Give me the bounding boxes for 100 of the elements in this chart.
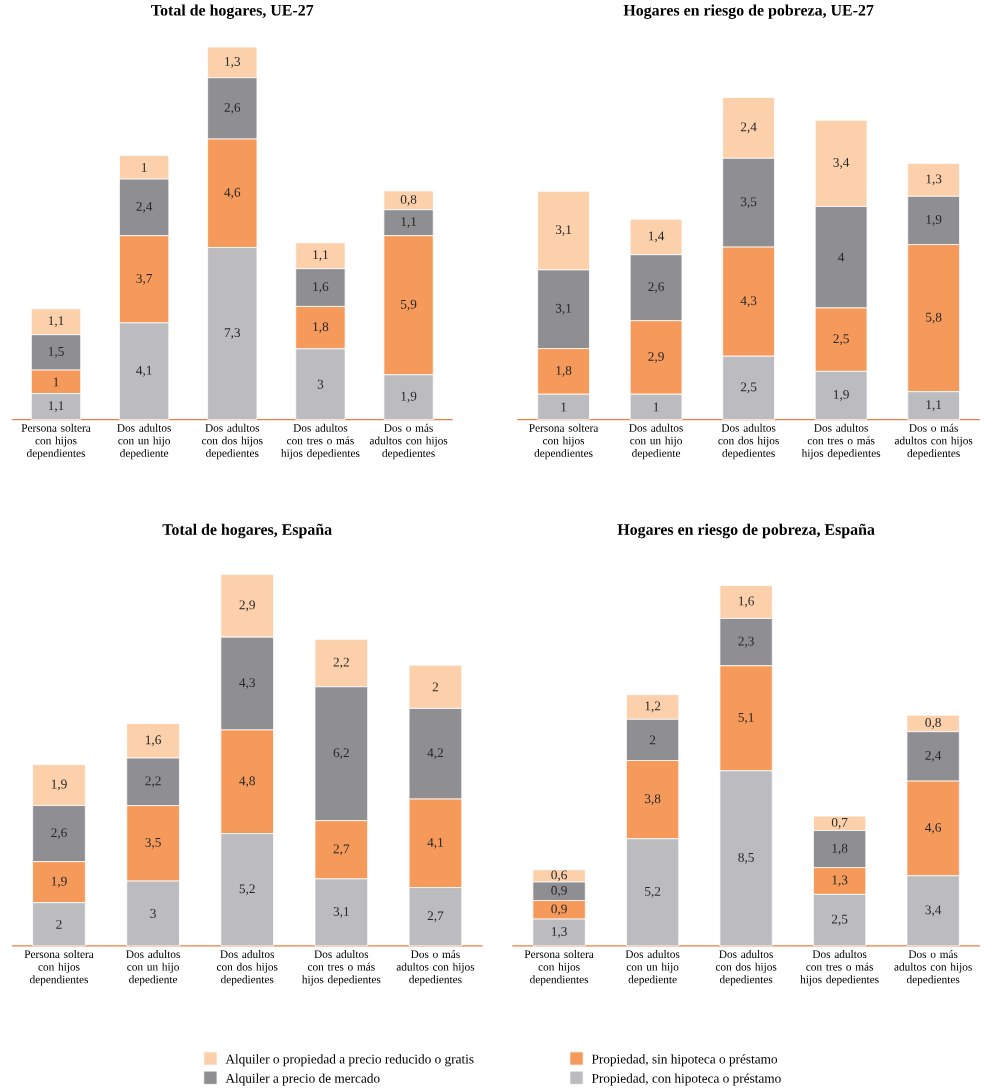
data-label: 2,6 [51, 828, 67, 840]
data-label: 2 [56, 919, 62, 929]
legend-label: Propiedad, con hipoteca o préstamo [592, 1073, 781, 1086]
legend-label: Alquiler a precio de mercado [225, 1073, 380, 1086]
data-label: 1,1 [401, 217, 417, 229]
data-label: 3,8 [645, 794, 661, 806]
data-label: 1,9 [51, 779, 67, 791]
data-label: 1,9 [926, 215, 942, 226]
data-label: 1,3 [832, 875, 848, 887]
data-label: 6,2 [333, 748, 349, 760]
data-label: 2,5 [833, 334, 849, 346]
data-label: 1,9 [834, 390, 849, 401]
data-label: 5,1 [738, 712, 754, 724]
data-label: 2 [432, 682, 439, 692]
data-label: 0,6 [551, 870, 568, 882]
data-label: 3,1 [333, 906, 349, 918]
x-tick-label: Persona soltera con hijos dependientes [524, 950, 594, 986]
data-label: 4,3 [740, 296, 757, 308]
data-label: 3,1 [556, 303, 572, 315]
data-label: 2,5 [740, 382, 757, 394]
data-label: 1,8 [556, 365, 572, 377]
x-tick-label: Dos adultos con un hijo depediente [629, 423, 684, 460]
data-label: 1 [654, 402, 659, 412]
data-label: 3,4 [833, 157, 850, 169]
data-label: 2,5 [832, 914, 848, 926]
data-label: 5,9 [401, 299, 417, 311]
data-label: 3 [150, 909, 156, 918]
data-label: 3 [317, 379, 324, 389]
data-label: 4,6 [925, 823, 942, 834]
data-label: 2,4 [925, 750, 942, 762]
x-tick-label: Dos adultos con tres o más hijos depedientes [800, 950, 879, 986]
data-label: 2 [649, 735, 656, 745]
data-label: 2,3 [738, 636, 754, 648]
data-label: 2,7 [333, 844, 350, 856]
data-label: 2,7 [427, 911, 444, 923]
data-label: 2,9 [648, 352, 664, 363]
data-label: 0,8 [925, 718, 942, 729]
data-label: 5,2 [239, 884, 255, 896]
data-label: 1,1 [313, 250, 329, 262]
legend-label: Alquiler o propiedad a precio reducido o gratis [225, 1054, 474, 1067]
data-label: 1,3 [926, 174, 942, 186]
x-tick-label: Dos o más adultos con hijos depedientes [894, 423, 973, 460]
x-tick-label: Dos adultos con tres o más hijos depedientes [281, 423, 360, 460]
data-label: 1 [142, 162, 147, 172]
data-label: 4,8 [239, 776, 256, 788]
data-label: 1,8 [313, 322, 329, 334]
data-label: 1,3 [552, 927, 567, 938]
data-label: 1,1 [926, 400, 942, 412]
data-label: 0,9 [551, 885, 567, 897]
data-label: 2,2 [333, 657, 349, 669]
data-label: 1,1 [48, 401, 64, 413]
data-label: 4 [838, 252, 845, 262]
data-label: 1 [53, 377, 59, 387]
chart-title: Total de hogares, UE-27 [151, 4, 314, 19]
data-label: 5,2 [645, 886, 661, 898]
x-tick-label: Dos adultos con dos hijos depedientes [715, 950, 777, 986]
data-label: 3,1 [556, 225, 572, 237]
data-label: 0,8 [400, 194, 417, 206]
data-label: 8,5 [738, 852, 754, 864]
data-label: 2,9 [239, 600, 256, 612]
x-tick-label: Dos adultos con tres o más hijos depedientes [801, 423, 881, 460]
data-label: 1,6 [739, 596, 755, 608]
data-label: 4,2 [427, 748, 444, 760]
data-label: 1,4 [649, 231, 665, 243]
chart-title: Hogares en riesgo de pobreza, UE-27 [623, 4, 874, 19]
data-label: 2,6 [224, 102, 241, 114]
x-tick-label: Dos adultos con tres o más hijos depedientes [302, 950, 381, 986]
data-label: 1,3 [225, 56, 241, 68]
data-label: 1,6 [313, 282, 329, 293]
data-label: 4,6 [224, 187, 241, 199]
data-label: 1,2 [645, 701, 661, 713]
data-label: 1 [561, 402, 567, 412]
x-tick-label: Dos adultos con un hijo depediente [117, 423, 172, 460]
data-label: 1,9 [51, 876, 67, 888]
chart-title: Total de hogares, España [162, 523, 332, 539]
data-label: 5,8 [926, 312, 942, 324]
x-tick-label: Dos o más adultos con hijos depedientes [369, 423, 448, 460]
data-label: 1,6 [146, 735, 162, 747]
data-label: 0,9 [551, 904, 567, 916]
data-label: 3,5 [741, 197, 757, 209]
data-label: 2,6 [648, 282, 665, 294]
x-tick-label: Dos o más adultos con hijos depedientes [894, 950, 972, 986]
data-label: 2,4 [136, 201, 153, 213]
data-label: 4,3 [239, 678, 256, 689]
x-tick-label: Persona soltera con hijos dependientes [529, 423, 599, 460]
data-label: 1,8 [832, 843, 848, 855]
data-label: 7,3 [224, 328, 241, 339]
data-label: 3,7 [136, 273, 153, 285]
x-tick-label: Dos adultos con dos hijos depedientes [718, 423, 779, 460]
legend-label: Propiedad, sin hipoteca o préstamo [592, 1054, 778, 1067]
x-tick-label: Dos adultos con dos hijos depedientes [217, 950, 278, 986]
data-label: 2,2 [145, 776, 161, 788]
x-tick-label: Dos adultos con un hijo depediente [625, 950, 680, 986]
x-tick-label: Dos adultos con dos hijos depedientes [202, 423, 263, 460]
data-label: 4,1 [427, 837, 444, 849]
data-label: 1,9 [401, 391, 417, 403]
data-label: 4,1 [136, 365, 152, 377]
x-tick-label: Persona soltera con hijos dependientes [21, 423, 91, 460]
data-label: 0,7 [831, 817, 848, 829]
x-tick-label: Dos o más adultos con hijos depedientes [396, 950, 475, 986]
